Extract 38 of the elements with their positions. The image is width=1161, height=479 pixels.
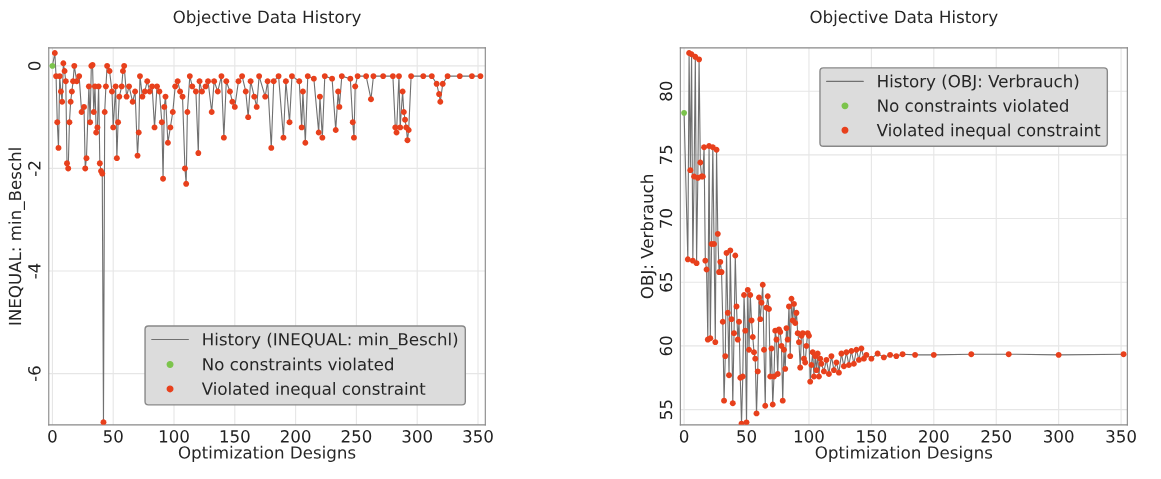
x-tick-label: 250 xyxy=(341,430,372,443)
x-tick-label: 50 xyxy=(103,430,123,443)
chart-title: Objective Data History xyxy=(173,10,361,27)
x-tick-label: 350 xyxy=(463,430,493,443)
y-tick-label: 60 xyxy=(659,336,673,356)
y-tick-label: 80 xyxy=(659,81,673,101)
chart-title: Objective Data History xyxy=(810,10,998,27)
x-tick-label: 100 xyxy=(159,430,189,443)
x-tick-label: 200 xyxy=(280,430,311,443)
x-tick-label: 100 xyxy=(794,430,824,443)
legend-label: No constraints violated xyxy=(203,357,393,371)
y-tick-label: 75 xyxy=(659,145,673,165)
y-tick-label: -4 xyxy=(28,263,41,279)
x-tick-label: 200 xyxy=(919,430,949,443)
y-tick-label: -2 xyxy=(28,161,41,176)
x-tick-label: 300 xyxy=(402,430,432,443)
x-tick-label: 150 xyxy=(857,430,887,443)
legend-label: Violated inequal constraint xyxy=(876,123,1101,140)
x-tick-label: 0 xyxy=(679,430,689,443)
y-tick-label: 55 xyxy=(659,400,673,419)
x-tick-label: 300 xyxy=(1044,430,1074,443)
y-tick-label: 0 xyxy=(28,61,41,71)
y-tick-label: 65 xyxy=(659,273,673,292)
y-tick-label: -6 xyxy=(28,366,41,382)
x-tick-label: 150 xyxy=(220,430,250,443)
legend-label: No constraints violated xyxy=(878,99,1068,112)
x-axis-title: Optimization Designs xyxy=(815,445,993,462)
y-axis-title: INEQUAL: min_Beschl xyxy=(8,148,25,325)
x-tick-label: 250 xyxy=(981,430,1012,443)
legend-label: History (OBJ: Verbrauch) xyxy=(878,74,1079,91)
legend-label: Violated inequal constraint xyxy=(201,382,426,399)
x-tick-label: 0 xyxy=(48,430,57,443)
x-axis-title: Optimization Designs xyxy=(178,445,356,462)
x-tick-label: 350 xyxy=(1106,430,1136,443)
legend-label: History (INEQUAL: min_Beschl) xyxy=(203,332,458,350)
y-tick-label: 70 xyxy=(659,209,673,228)
x-tick-label: 50 xyxy=(737,430,757,443)
y-axis-title: OBJ: Verbrauch xyxy=(640,175,657,299)
